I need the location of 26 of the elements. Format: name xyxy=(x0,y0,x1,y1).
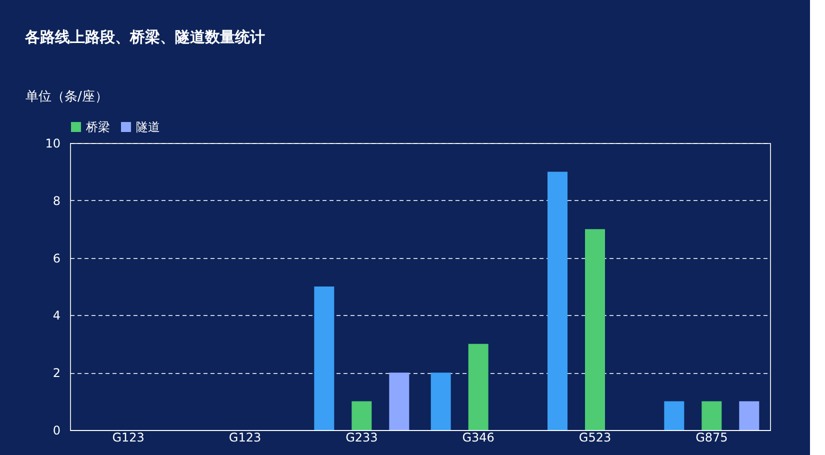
bar xyxy=(430,372,451,430)
bar xyxy=(314,286,334,430)
y-tick-label: 2 xyxy=(52,366,60,380)
x-tick-label: G123 xyxy=(112,430,144,444)
y-tick-label: 10 xyxy=(45,136,60,150)
y-tick-label: 6 xyxy=(52,251,60,266)
bar xyxy=(548,172,568,430)
y-tick-label: 0 xyxy=(52,424,60,438)
bar xyxy=(352,401,372,430)
y-tick-label: 4 xyxy=(52,308,60,323)
x-tick-label: G875 xyxy=(696,430,728,444)
x-tick-label: G346 xyxy=(462,430,494,444)
x-tick-label: G523 xyxy=(578,430,612,444)
bar xyxy=(389,372,410,430)
x-tick-label: G123 xyxy=(228,430,262,444)
legend-label: 桥梁 xyxy=(85,120,110,134)
legend-label: 隧道 xyxy=(136,120,160,134)
chart-title: 各路线上路段、桥梁、隧道数量统计 xyxy=(24,28,265,46)
bar xyxy=(702,401,722,430)
bar xyxy=(585,229,605,430)
bar xyxy=(664,401,684,430)
bar xyxy=(468,344,488,430)
y-axis-title: 单位（条/座） xyxy=(26,88,108,104)
x-tick-label: G233 xyxy=(346,430,378,444)
bar xyxy=(739,401,760,430)
y-tick-label: 8 xyxy=(52,194,60,208)
